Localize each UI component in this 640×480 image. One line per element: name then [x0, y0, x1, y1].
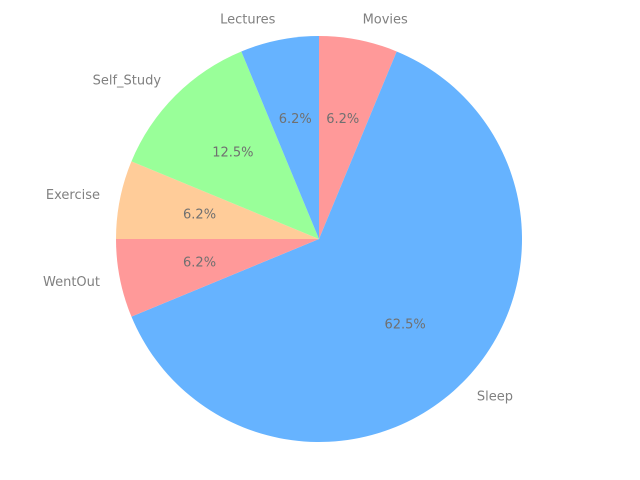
slice-label-self-study: Self_Study: [93, 74, 162, 89]
slice-label-lectures: Lectures: [220, 12, 276, 27]
pie-slice-lectures: [241, 36, 319, 239]
slice-percent-movies: 6.2%: [326, 112, 359, 127]
pie-slice-sleep: [131, 51, 522, 442]
slice-label-exercise: Exercise: [46, 188, 100, 203]
slice-percent-wentout: 6.2%: [183, 255, 216, 270]
pie-slice-exercise: [116, 161, 319, 239]
slice-label-wentout: WentOut: [43, 275, 100, 290]
slice-percent-lectures: 6.2%: [279, 112, 312, 127]
pie-slice-movies: [319, 36, 397, 239]
pie-labels: Movies 6.2% Sleep 62.5% WentOut 6.2% Exercise 6…: [43, 12, 513, 404]
pie-slice-self-study: [131, 51, 319, 239]
slice-label-movies: Movies: [363, 12, 408, 27]
slice-percent-self-study: 12.5%: [212, 145, 253, 160]
slice-percent-exercise: 6.2%: [183, 208, 216, 223]
pie-slice-wentout: [116, 239, 319, 317]
pie-slices: [116, 36, 522, 442]
slice-percent-sleep: 62.5%: [384, 318, 425, 333]
slice-label-sleep: Sleep: [477, 389, 513, 404]
